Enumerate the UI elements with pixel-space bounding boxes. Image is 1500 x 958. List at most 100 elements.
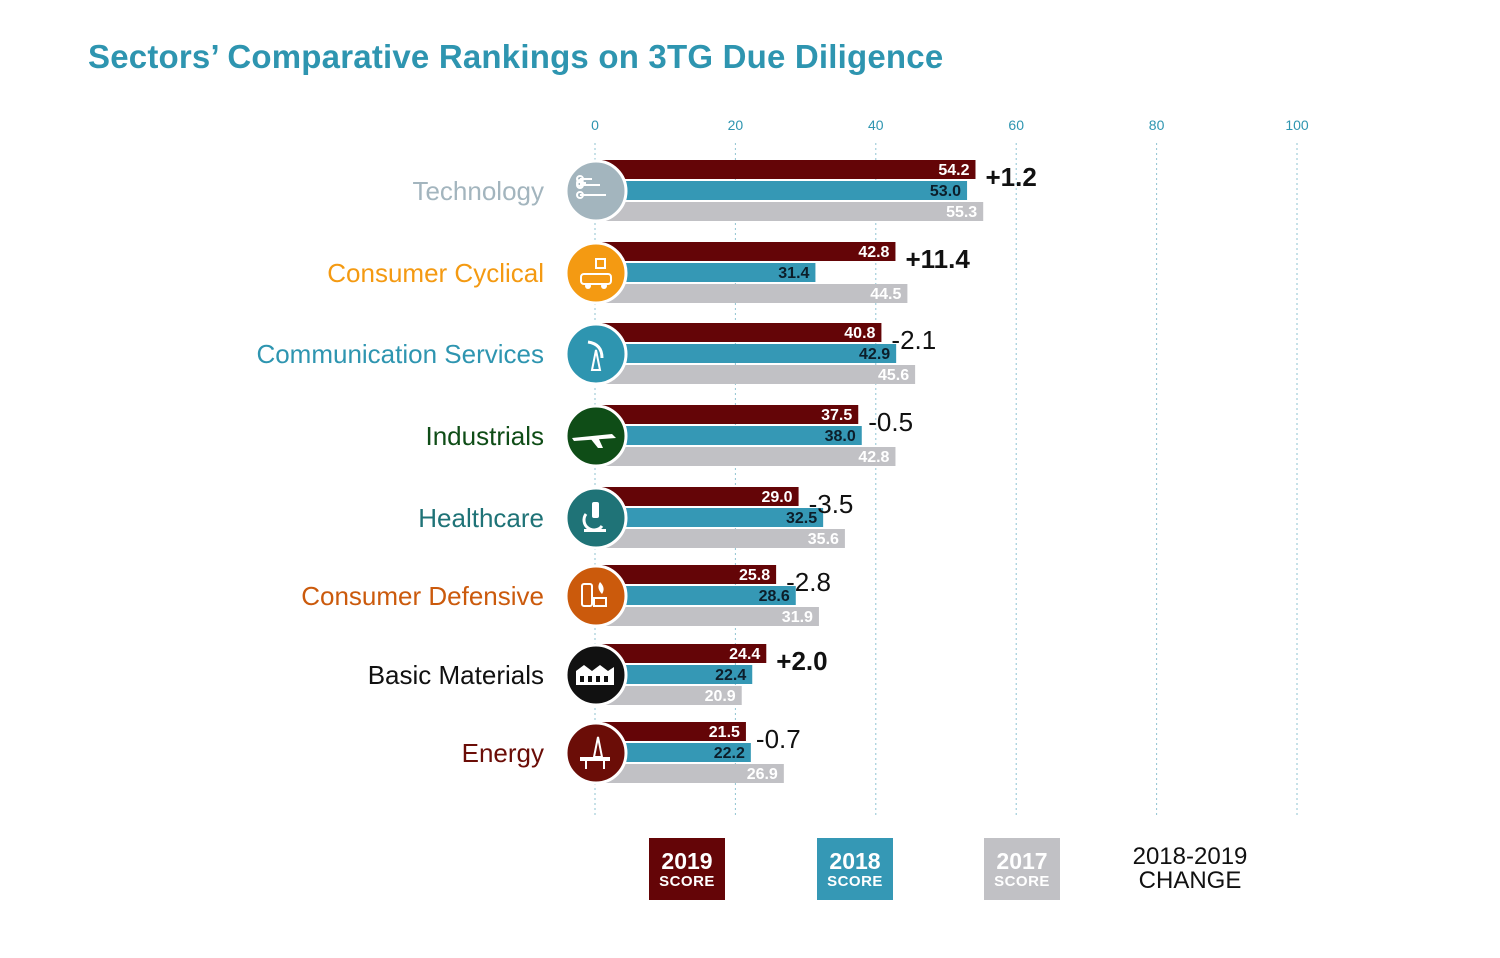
- chart-title: Sectors’ Comparative Rankings on 3TG Due…: [88, 38, 944, 75]
- value-label-basic-materials-2017: 20.9: [705, 688, 736, 705]
- circuit-icon: [564, 159, 628, 223]
- microscope-base: [584, 529, 606, 532]
- consumer-goods-icon: [564, 564, 628, 628]
- value-label-healthcare-2017: 35.6: [808, 531, 839, 548]
- legend-change-line1: 2018-2019: [1132, 843, 1248, 870]
- x-tick-label-100: 100: [1285, 117, 1309, 133]
- value-label-energy-2018: 22.2: [714, 745, 745, 762]
- factory-window-0: [580, 676, 584, 682]
- bar-industrials-2019: [595, 405, 859, 424]
- bar-basic-materials-2018: [595, 665, 753, 684]
- value-label-technology-2019: 54.2: [938, 162, 969, 179]
- bar-industrials-2017: [595, 447, 896, 466]
- bar-technology-2017: [595, 202, 984, 221]
- change-label-energy: -0.7: [756, 724, 801, 754]
- legend-2019-year: 2019: [661, 848, 713, 874]
- legend-2018-swatch: 2018 SCORE: [817, 838, 893, 900]
- bar-healthcare-2018: [595, 508, 824, 527]
- value-label-industrials-2017: 42.8: [858, 449, 889, 466]
- change-label-healthcare: -3.5: [809, 489, 854, 519]
- gift-box: [595, 258, 606, 269]
- bar-consumer-cyclical-2019: [595, 242, 896, 261]
- value-label-energy-2017: 26.9: [747, 766, 778, 783]
- value-label-consumer-cyclical-2018: 31.4: [778, 265, 809, 282]
- bar-basic-materials-2019: [595, 644, 767, 663]
- tower: [590, 349, 602, 371]
- bar-communication-services-2019: [595, 323, 882, 342]
- x-tick-label-80: 80: [1149, 117, 1165, 133]
- bar-communication-services-2017: [595, 365, 916, 384]
- bar-consumer-defensive-2017: [595, 607, 819, 626]
- bottle: [581, 583, 593, 607]
- value-label-healthcare-2018: 32.5: [786, 510, 817, 527]
- category-label-healthcare: Healthcare: [418, 503, 544, 533]
- bar-healthcare-2019: [595, 487, 799, 506]
- car-body: [580, 273, 612, 285]
- bar-technology-2019: [595, 160, 976, 179]
- legend-change: 2018-2019 CHANGE: [1110, 845, 1270, 893]
- factory-window-1: [588, 676, 592, 682]
- category-label-consumer-defensive: Consumer Defensive: [301, 581, 544, 611]
- value-label-basic-materials-2018: 22.4: [715, 667, 746, 684]
- plane-wing: [590, 437, 603, 448]
- rig-deck: [580, 757, 610, 761]
- value-label-healthcare-2019: 29.0: [761, 489, 792, 506]
- category-label-industrials: Industrials: [426, 421, 545, 451]
- bar-consumer-cyclical-2018: [595, 263, 816, 282]
- legend-change-line2: CHANGE: [1138, 867, 1242, 894]
- bar-industrials-2018: [595, 426, 862, 445]
- bar-consumer-cyclical-2017: [595, 284, 908, 303]
- value-label-technology-2018: 53.0: [930, 183, 961, 200]
- car-wheel-rear: [601, 283, 607, 289]
- rig-derrick: [592, 736, 604, 758]
- category-label-technology: Technology: [412, 176, 544, 206]
- x-tick-label-0: 0: [591, 117, 599, 133]
- bar-energy-2019: [595, 722, 746, 741]
- microscope-tube: [592, 502, 599, 518]
- change-label-consumer-cyclical: +11.4: [905, 244, 970, 274]
- change-label-basic-materials: +2.0: [776, 646, 827, 676]
- change-label-industrials: -0.5: [868, 407, 913, 437]
- bar-consumer-defensive-2018: [595, 586, 796, 605]
- value-label-consumer-defensive-2018: 28.6: [759, 588, 790, 605]
- box: [593, 597, 607, 607]
- legend-2019-sub: SCORE: [659, 873, 715, 890]
- value-label-consumer-cyclical-2017: 44.5: [870, 286, 901, 303]
- value-label-industrials-2019: 37.5: [821, 407, 852, 424]
- value-label-communication-services-2018: 42.9: [859, 346, 890, 363]
- legend-2019-swatch: 2019 SCORE: [649, 838, 725, 900]
- bar-communication-services-2018: [595, 344, 897, 363]
- x-tick-label-20: 20: [728, 117, 744, 133]
- value-label-consumer-defensive-2017: 31.9: [782, 609, 813, 626]
- legend-2018-year: 2018: [829, 848, 881, 874]
- value-label-communication-services-2017: 45.6: [878, 367, 909, 384]
- value-label-communication-services-2019: 40.8: [844, 325, 875, 342]
- value-label-basic-materials-2019: 24.4: [729, 646, 760, 663]
- bar-consumer-defensive-2019: [595, 565, 777, 584]
- category-label-basic-materials: Basic Materials: [368, 660, 544, 690]
- legend-2017-sub: SCORE: [994, 873, 1050, 890]
- value-label-technology-2017: 55.3: [946, 204, 977, 221]
- oil-rig-icon: [564, 721, 628, 785]
- x-tick-label-60: 60: [1008, 117, 1024, 133]
- value-label-consumer-defensive-2019: 25.8: [739, 567, 770, 584]
- value-label-energy-2019: 21.5: [709, 724, 740, 741]
- category-label-consumer-cyclical: Consumer Cyclical: [327, 258, 544, 288]
- change-label-communication-services: -2.1: [891, 325, 936, 355]
- car-wheel-front: [585, 283, 591, 289]
- dish: [587, 340, 604, 359]
- x-tick-label-40: 40: [868, 117, 884, 133]
- bar-healthcare-2017: [595, 529, 845, 548]
- bar-technology-2018: [595, 181, 968, 200]
- bar-energy-2017: [595, 764, 784, 783]
- category-label-communication-services: Communication Services: [256, 339, 544, 369]
- change-label-consumer-defensive: -2.8: [786, 567, 831, 597]
- circuit-node-3: [576, 191, 584, 199]
- microscope-arm: [582, 513, 604, 532]
- change-label-technology: +1.2: [985, 162, 1036, 192]
- bar-energy-2018: [595, 743, 751, 762]
- factory-window-3: [604, 676, 608, 682]
- value-label-consumer-cyclical-2019: 42.8: [858, 244, 889, 261]
- value-label-industrials-2018: 38.0: [825, 428, 856, 445]
